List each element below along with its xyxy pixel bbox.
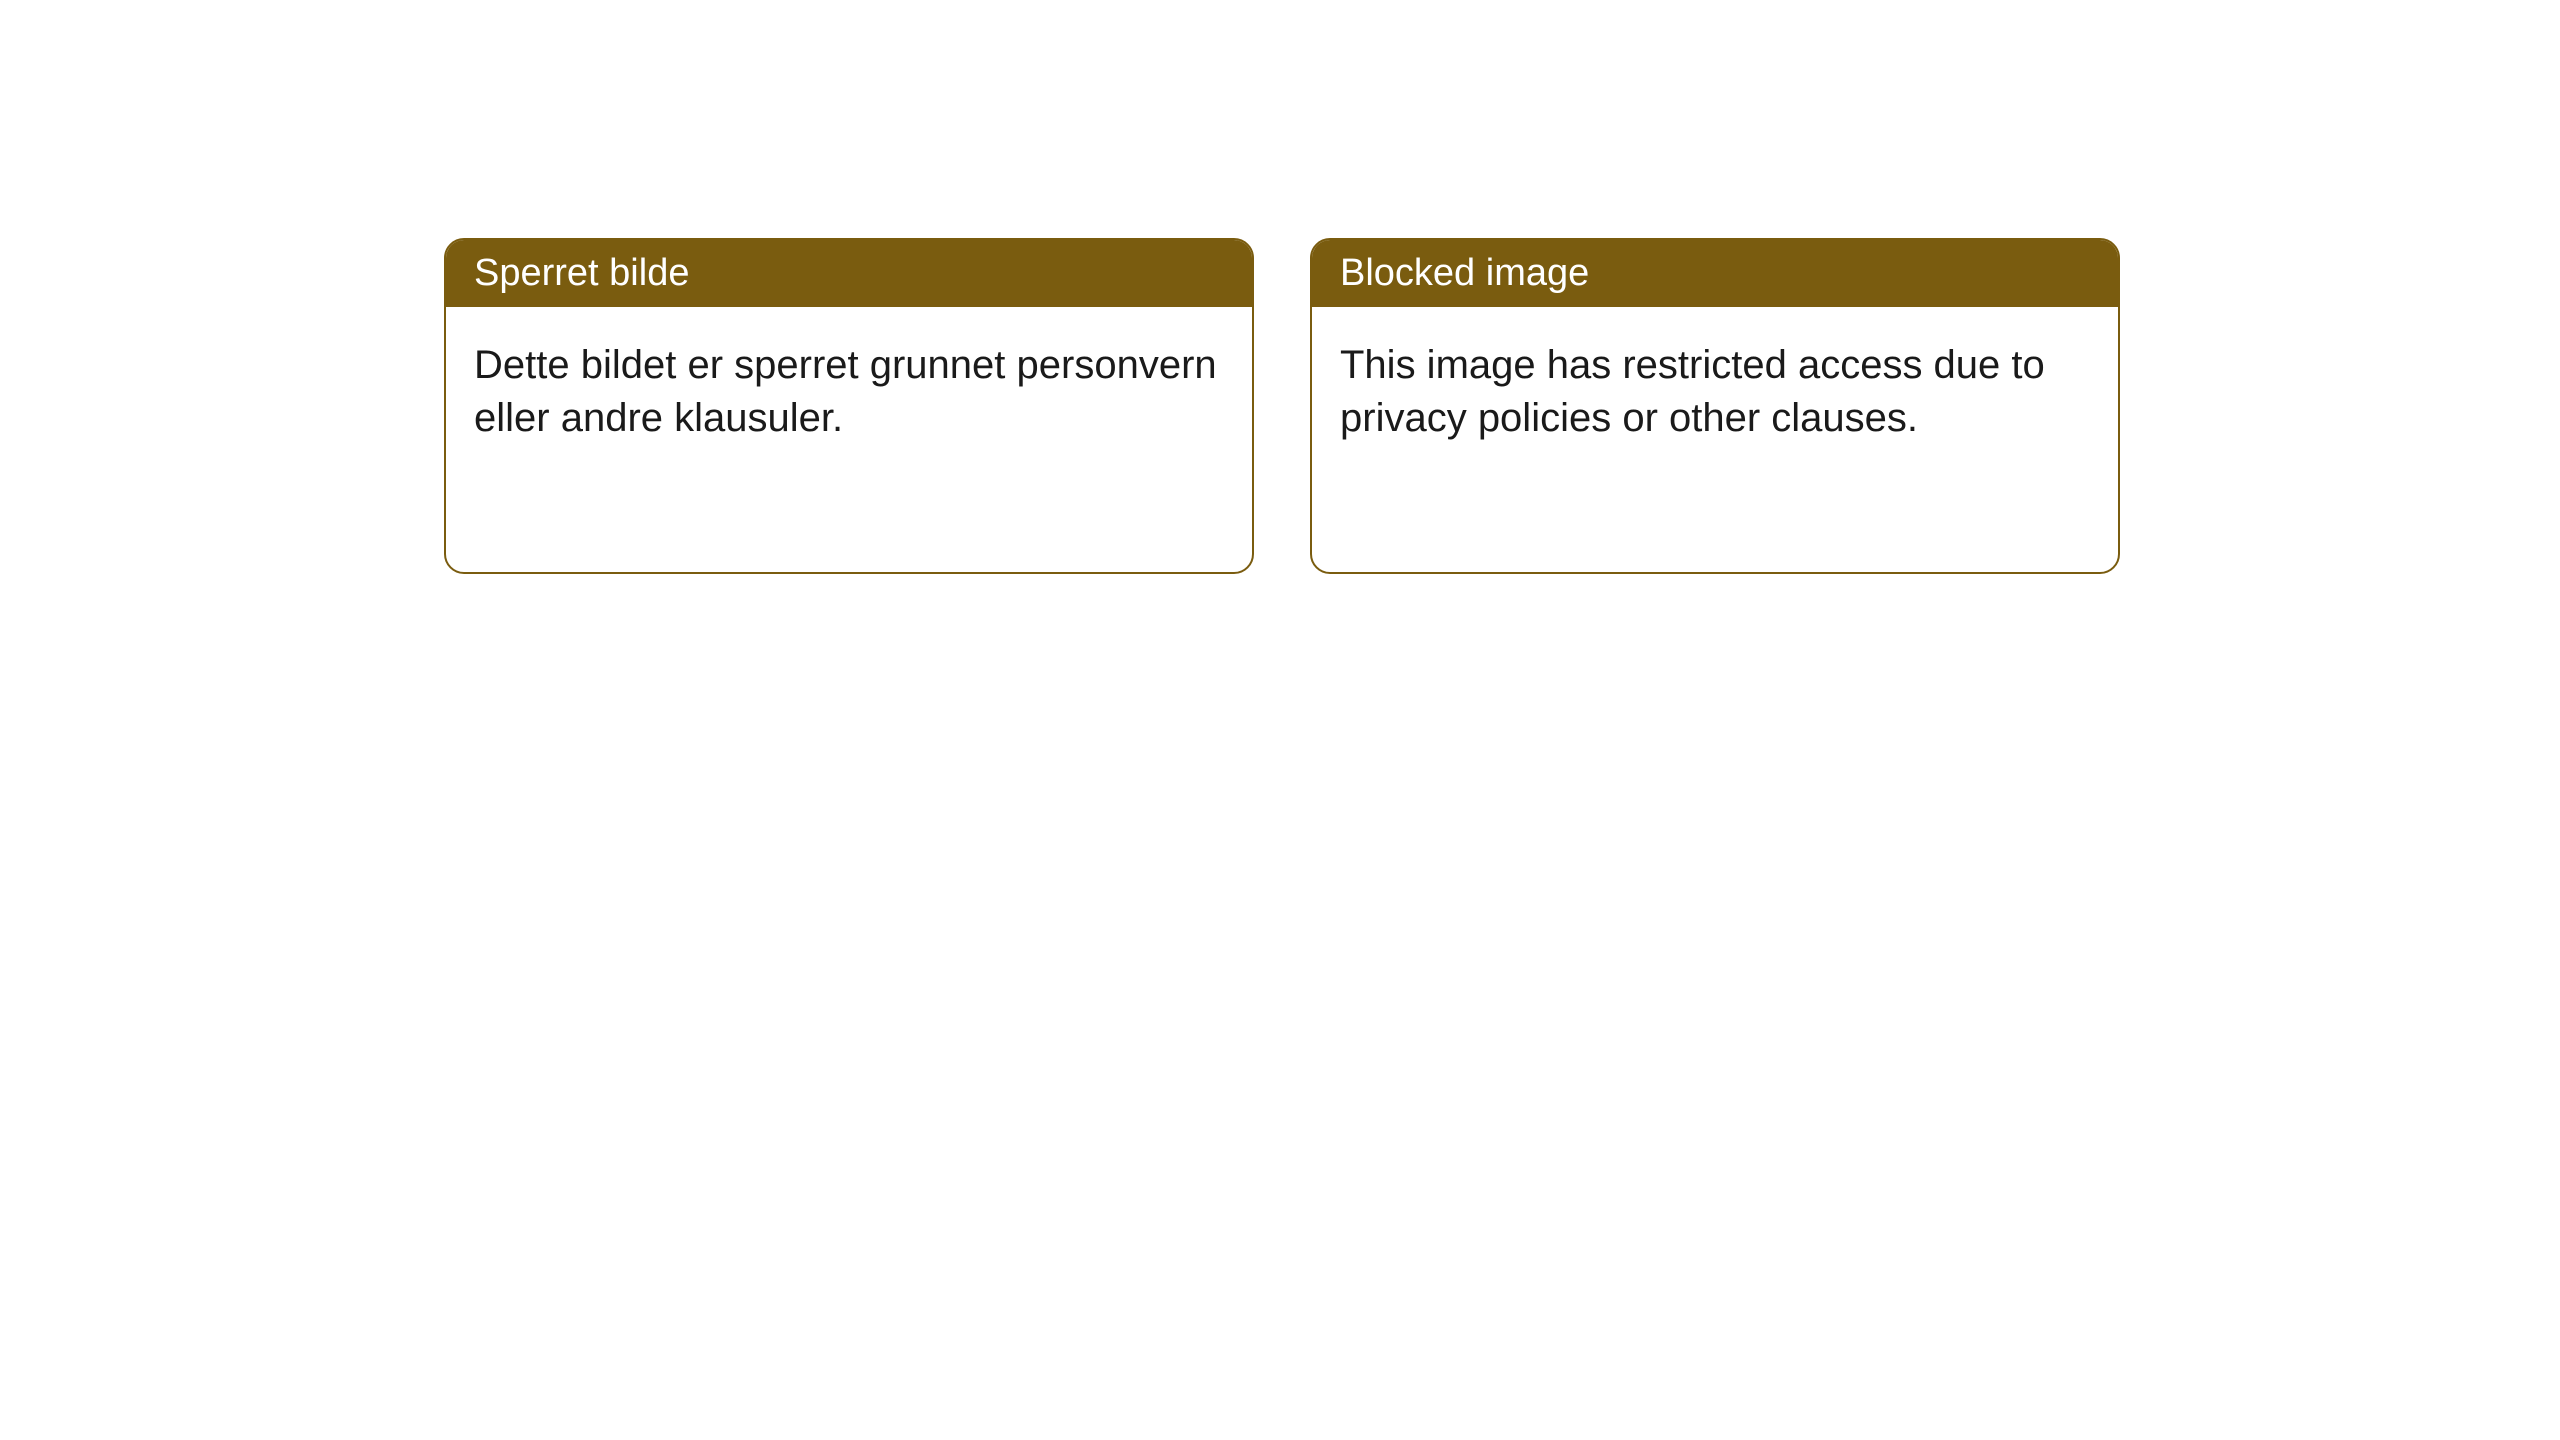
- blocked-image-card-norwegian: Sperret bilde Dette bildet er sperret gr…: [444, 238, 1254, 574]
- blocked-image-card-english: Blocked image This image has restricted …: [1310, 238, 2120, 574]
- card-body: Dette bildet er sperret grunnet personve…: [446, 307, 1252, 477]
- card-body-text: This image has restricted access due to …: [1340, 343, 2045, 440]
- card-body-text: Dette bildet er sperret grunnet personve…: [474, 343, 1217, 440]
- blocked-image-cards-container: Sperret bilde Dette bildet er sperret gr…: [444, 238, 2120, 574]
- card-header: Blocked image: [1312, 240, 2118, 307]
- card-title: Blocked image: [1340, 252, 1589, 294]
- card-title: Sperret bilde: [474, 252, 689, 294]
- card-body: This image has restricted access due to …: [1312, 307, 2118, 477]
- card-header: Sperret bilde: [446, 240, 1252, 307]
